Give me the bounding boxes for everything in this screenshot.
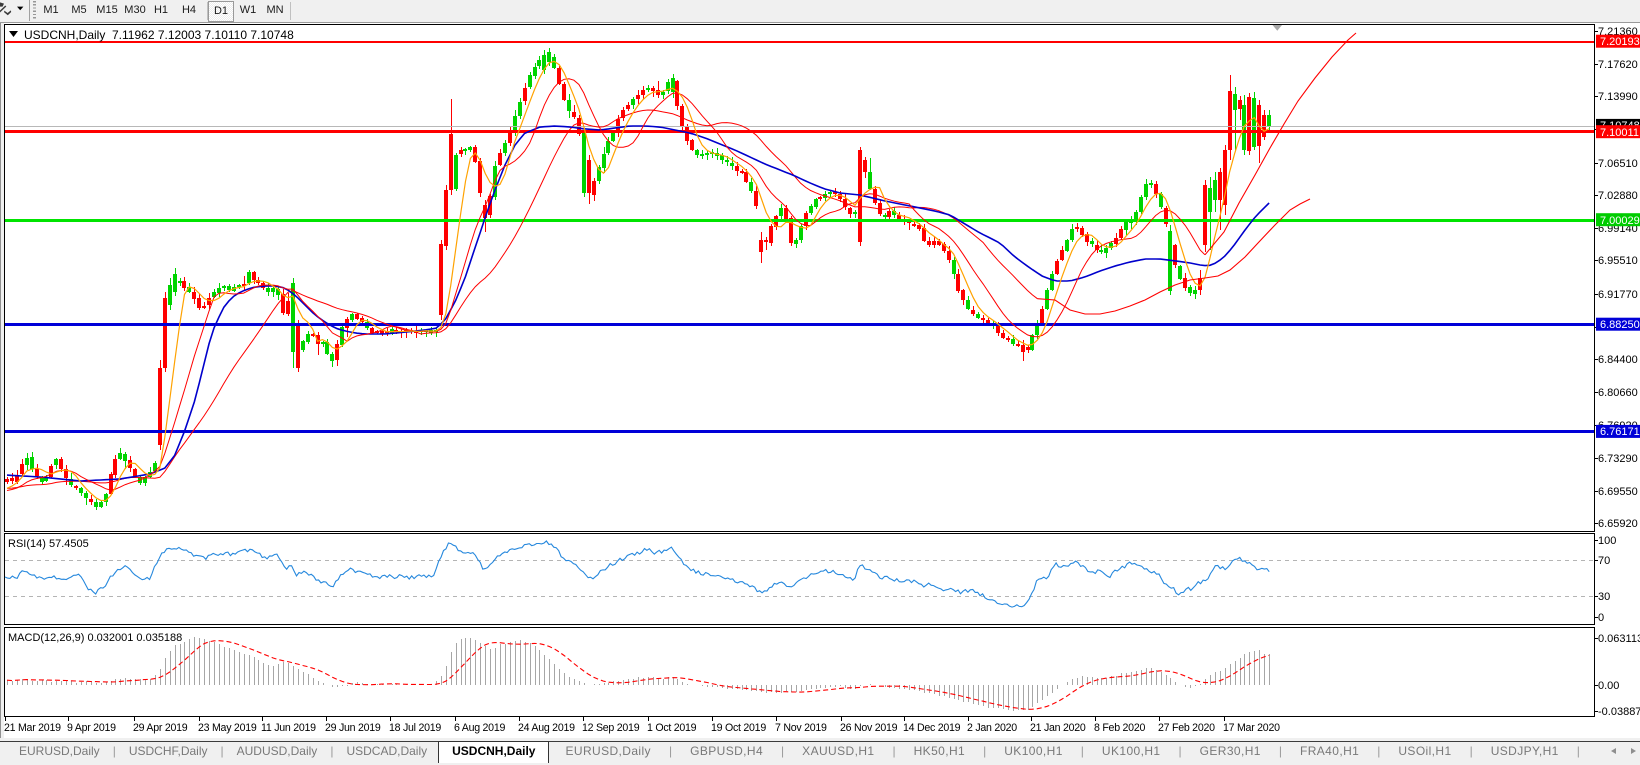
svg-text:6 Aug 2019: 6 Aug 2019 [454, 722, 505, 734]
svg-text:7.13990: 7.13990 [1598, 91, 1638, 103]
svg-text:100: 100 [1598, 535, 1616, 547]
svg-text:6.95510: 6.95510 [1598, 255, 1638, 267]
svg-text:21 Mar 2019: 21 Mar 2019 [4, 722, 61, 734]
svg-text:1 Oct 2019: 1 Oct 2019 [647, 722, 697, 734]
svg-text:23 May 2019: 23 May 2019 [198, 722, 257, 734]
svg-text:6.73290: 6.73290 [1598, 453, 1638, 465]
svg-text:6.80660: 6.80660 [1598, 387, 1638, 399]
svg-text:8 Feb 2020: 8 Feb 2020 [1094, 722, 1145, 734]
svg-text:9 Apr 2019: 9 Apr 2019 [67, 722, 116, 734]
svg-text:14 Dec 2019: 14 Dec 2019 [903, 722, 961, 734]
svg-text:6.69550: 6.69550 [1598, 486, 1638, 498]
svg-text:7.00029: 7.00029 [1600, 215, 1640, 227]
svg-text:MACD(12,26,9) 0.032001 0.03518: MACD(12,26,9) 0.032001 0.035188 [8, 632, 182, 644]
svg-text:29 Jun 2019: 29 Jun 2019 [325, 722, 381, 734]
svg-text:26 Nov 2019: 26 Nov 2019 [840, 722, 898, 734]
svg-text:RSI(14) 57.4505: RSI(14) 57.4505 [8, 538, 89, 550]
svg-text:7.06510: 7.06510 [1598, 158, 1638, 170]
svg-text:0: 0 [1598, 612, 1604, 624]
svg-text:21 Jan 2020: 21 Jan 2020 [1030, 722, 1086, 734]
svg-text:7.20193: 7.20193 [1600, 36, 1640, 48]
svg-text:6.76171: 6.76171 [1600, 426, 1640, 438]
svg-text:17 Mar 2020: 17 Mar 2020 [1223, 722, 1280, 734]
svg-text:12 Sep 2019: 12 Sep 2019 [582, 722, 640, 734]
svg-text:2 Jan 2020: 2 Jan 2020 [967, 722, 1017, 734]
svg-text:0.063113: 0.063113 [1598, 633, 1640, 645]
svg-text:6.88250: 6.88250 [1600, 319, 1640, 331]
svg-text:USDCNH,Daily 7.11962 7.12003: USDCNH,Daily 7.11962 7.12003 7.10110 7.1… [24, 28, 294, 42]
svg-text:7.17620: 7.17620 [1598, 59, 1638, 71]
svg-text:27 Feb 2020: 27 Feb 2020 [1158, 722, 1215, 734]
svg-text:6.91770: 6.91770 [1598, 289, 1638, 301]
svg-text:6.84400: 6.84400 [1598, 354, 1638, 366]
svg-text:29 Apr 2019: 29 Apr 2019 [133, 722, 188, 734]
svg-text:0.00: 0.00 [1598, 680, 1619, 692]
svg-text:11 Jun 2019: 11 Jun 2019 [261, 722, 316, 734]
svg-text:6.65920: 6.65920 [1598, 518, 1638, 530]
svg-text:19 Oct 2019: 19 Oct 2019 [711, 722, 766, 734]
svg-text:7.10011: 7.10011 [1600, 127, 1639, 139]
svg-text:18 Jul 2019: 18 Jul 2019 [389, 722, 441, 734]
svg-text:70: 70 [1598, 555, 1610, 567]
svg-text:7 Nov 2019: 7 Nov 2019 [775, 722, 827, 734]
svg-text:24 Aug 2019: 24 Aug 2019 [518, 722, 575, 734]
svg-text:30: 30 [1598, 591, 1610, 603]
svg-text:7.02880: 7.02880 [1598, 190, 1638, 202]
